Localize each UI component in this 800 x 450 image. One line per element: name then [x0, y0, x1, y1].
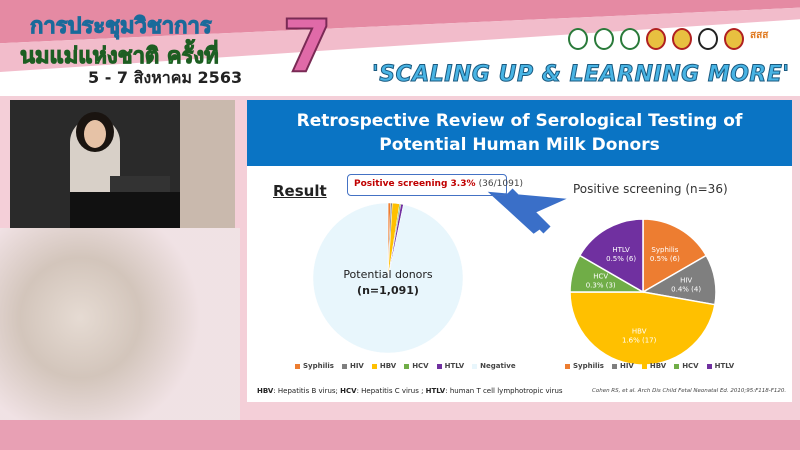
pie-slice-hbv: [569, 291, 716, 366]
legend-item: HCV: [674, 362, 699, 370]
footnote-def: : Hepatitis C virus ;: [356, 387, 426, 395]
legend-swatch: [611, 363, 617, 369]
legend-label: HIV: [349, 362, 364, 370]
legend-item: HTLV: [436, 362, 465, 370]
data-label-value: 0.3% (3): [586, 282, 616, 290]
left-legend: Syphilis HIV HBV HCV HTLV Negative: [295, 362, 516, 370]
footnote-def: : human T cell lymphotropic virus: [445, 387, 563, 395]
banner-title-line1: การประชุมวิชาการ: [30, 14, 213, 40]
slide-title-line1: Retrospective Review of Serological Test…: [296, 111, 743, 131]
legend-swatch: [641, 363, 647, 369]
legend-swatch: [436, 363, 442, 369]
data-label-category: HTLV: [612, 246, 630, 254]
data-label-category: HCV: [593, 273, 608, 281]
bottom-strip: [0, 420, 800, 450]
left-pie-count: (n=1,091): [357, 284, 419, 297]
callout-percent: Positive screening 3.3%: [354, 179, 476, 189]
footnote-term: HCV: [340, 387, 357, 395]
callout-ratio: (36/1091): [478, 179, 524, 189]
right-legend: Syphilis HIV HBV HCV HTLV: [565, 362, 734, 370]
banner-dates: 5 - 7 สิงหาคม 2563: [88, 68, 243, 87]
legend-label: Negative: [480, 362, 516, 370]
logo-icon: [568, 28, 588, 50]
legend-label: Syphilis: [573, 362, 604, 370]
result-heading: Result: [273, 182, 327, 200]
legend-label: HBV: [379, 362, 397, 370]
legend-swatch: [706, 363, 712, 369]
background-child-photo: [0, 228, 240, 420]
conference-banner: การประชุมวิชาการ นมแม่แห่งชาติ ครั้งที่ …: [0, 0, 800, 96]
legend-label: HCV: [412, 362, 429, 370]
legend-item: HBV: [371, 362, 397, 370]
logo-icon: [620, 28, 640, 50]
pie-slice-negative: [312, 202, 464, 354]
speaker-video: [10, 100, 235, 228]
legend-swatch: [674, 363, 680, 369]
legend-item: Syphilis: [565, 362, 604, 370]
left-pie-label: Potential donors: [343, 268, 433, 281]
footnote-term: HBV: [257, 387, 274, 395]
legend-label: HTLV: [444, 362, 465, 370]
logo-icon: [698, 28, 718, 50]
data-label-category: HIV: [680, 276, 692, 284]
legend-item: HIV: [341, 362, 364, 370]
legend-item: HTLV: [706, 362, 735, 370]
banner-title-line2: นมแม่แห่งชาติ ครั้งที่: [20, 44, 220, 70]
footnote-def: : Hepatitis B virus;: [273, 387, 341, 395]
data-label-value: 0.4% (4): [671, 285, 701, 293]
footnote-term: HTLV: [425, 387, 446, 395]
legend-item: Syphilis: [295, 362, 334, 370]
legend-item: HIV: [611, 362, 634, 370]
arrow-icon: [487, 188, 567, 234]
legend-item: HBV: [641, 362, 667, 370]
slide-title: Retrospective Review of Serological Test…: [247, 100, 792, 166]
data-label-category: HBV: [632, 328, 647, 336]
citation: Cohen RS, et al. Arch Dis Child Fetal Ne…: [592, 388, 787, 394]
pie-slice-htlv: [578, 218, 644, 294]
logo-icon: [724, 28, 744, 50]
legend-swatch: [371, 363, 377, 369]
data-label-value: 0.5% (6): [606, 255, 636, 263]
legend-swatch: [295, 363, 300, 369]
presentation-slide: Retrospective Review of Serological Test…: [247, 100, 792, 402]
sponsor-logos: สสส: [568, 28, 776, 50]
data-label-value: 1.6% (17): [622, 337, 657, 345]
legend-swatch: [341, 363, 347, 369]
legend-label: HBV: [649, 362, 667, 370]
logo-icon: [646, 28, 666, 50]
legend-swatch: [404, 363, 410, 369]
legend-item: HCV: [404, 362, 429, 370]
legend-label: HCV: [682, 362, 699, 370]
data-label-category: Syphilis: [651, 246, 678, 254]
data-label-value: 0.5% (6): [650, 255, 680, 263]
legend-label: Syphilis: [303, 362, 334, 370]
positive-screening-callout: Positive screening 3.3% (36/1091): [347, 174, 523, 196]
legend-item: Negative: [472, 362, 516, 370]
logo-icon: [672, 28, 692, 50]
right-chart-title: Positive screening (n=36): [573, 182, 728, 196]
legend-swatch: [565, 363, 570, 369]
thaihealth-logo: สสส: [750, 28, 776, 50]
banner-slogan: 'SCALING UP & LEARNING MORE': [372, 62, 790, 88]
logo-icon: [594, 28, 614, 50]
slide-title-line2: Potential Human Milk Donors: [379, 135, 660, 155]
legend-swatch: [472, 363, 478, 369]
pie-slice-syphilis: [642, 218, 708, 294]
banner-number: 7: [281, 3, 333, 89]
legend-label: HIV: [619, 362, 634, 370]
legend-label: HTLV: [714, 362, 735, 370]
footnote: HBV: Hepatitis B virus; HCV: Hepatitis C…: [257, 387, 563, 395]
